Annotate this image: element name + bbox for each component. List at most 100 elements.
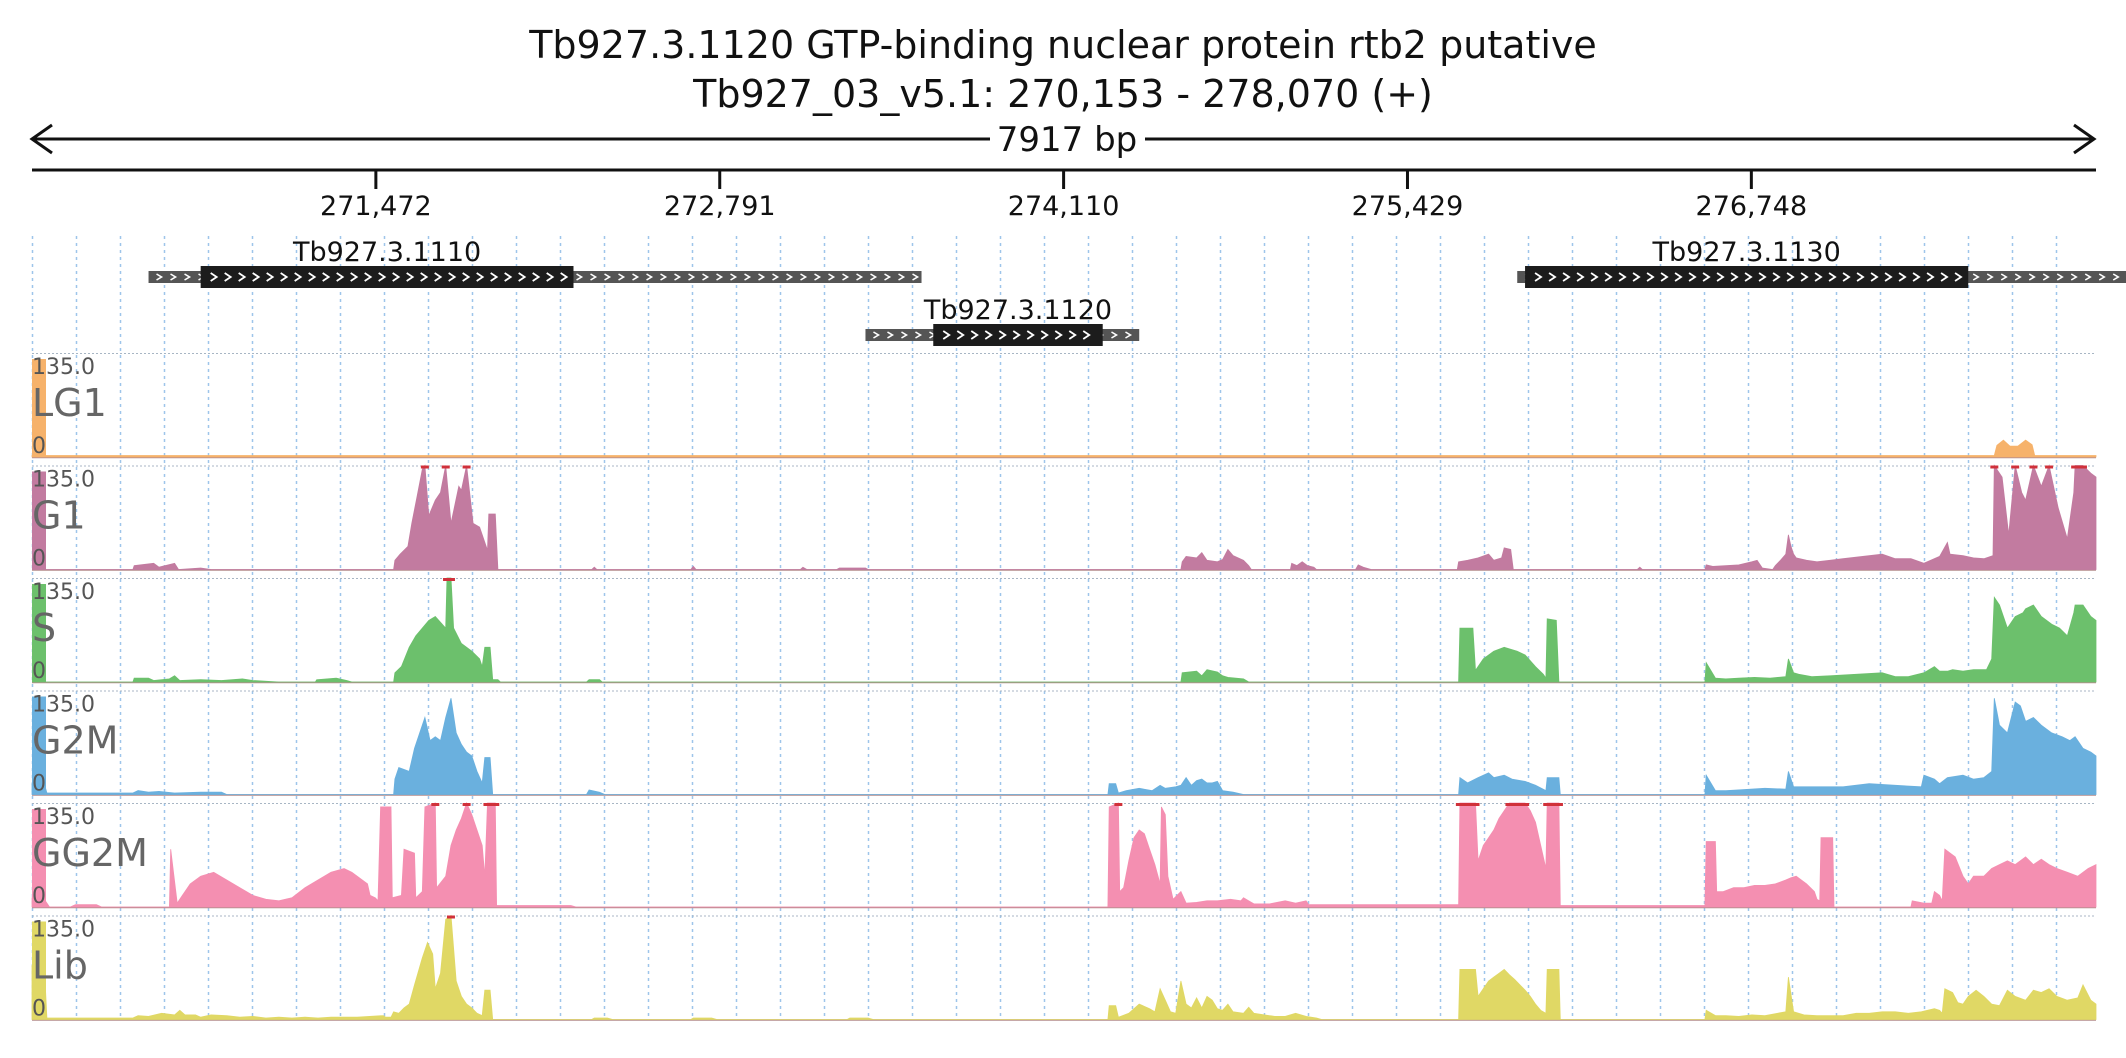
clip-marker: [446, 915, 455, 919]
clip-marker: [462, 465, 471, 469]
strand-arrow-icon: [1898, 272, 1907, 282]
track-min-label: 0: [32, 997, 46, 1022]
ruler-tick-label: 276,748: [1696, 191, 1808, 222]
gene-cds-bar: [200, 266, 574, 288]
strand-arrow-icon: [915, 331, 923, 339]
strand-arrow-icon: [1758, 272, 1767, 282]
strand-arrow-icon: [1576, 272, 1585, 282]
clip-marker: [1543, 803, 1563, 806]
gene-feature[interactable]: Tb927.3.1110: [148, 237, 922, 288]
strand-arrow-icon: [1040, 330, 1049, 340]
strand-arrow-icon: [1856, 272, 1865, 282]
strand-arrow-icon: [873, 331, 881, 339]
strand-arrow-icon: [998, 330, 1007, 340]
coverage-area: [31, 801, 2097, 908]
strand-arrow-icon: [1730, 272, 1739, 282]
track-name: G2M: [32, 719, 118, 763]
track-color-swatch: [32, 584, 46, 682]
ruler-tick-label: 274,110: [1008, 191, 1120, 222]
strand-arrow-icon: [970, 330, 979, 340]
strand-arrow-icon: [420, 272, 429, 282]
strand-arrow-icon: [901, 331, 909, 339]
gene-track: Tb927.3.1110 Tb927.3.1130 Tb927.3.1120: [148, 237, 2126, 346]
strand-arrow-icon: [1972, 273, 1980, 281]
strand-arrow-icon: [1548, 272, 1557, 282]
strand-arrow-icon: [674, 273, 682, 281]
strand-arrow-icon: [546, 272, 555, 282]
strand-arrow-icon: [434, 272, 443, 282]
track-max-label: 135.0: [32, 355, 95, 380]
strand-arrow-icon: [1702, 272, 1711, 282]
strand-arrow-icon: [688, 273, 696, 281]
clip-marker: [1114, 803, 1123, 806]
track-max-label: 135.0: [32, 805, 95, 830]
strand-arrow-icon: [252, 272, 261, 282]
track-color-swatch: [32, 696, 46, 795]
strand-arrow-icon: [170, 273, 178, 281]
strand-arrow-icon: [350, 272, 359, 282]
strand-arrow-icon: [156, 273, 164, 281]
strand-arrow-icon: [2014, 273, 2022, 281]
clip-marker: [2045, 465, 2054, 469]
strand-arrow-icon: [2056, 273, 2064, 281]
clip-marker: [1505, 803, 1530, 806]
strand-arrow-icon: [406, 272, 415, 282]
track-min-label: 0: [32, 547, 46, 572]
strand-arrow-icon: [1632, 272, 1641, 282]
span-arrow-right: [2073, 123, 2097, 155]
strand-arrow-icon: [378, 272, 387, 282]
span-indicator: 7917 bp: [29, 120, 2097, 160]
strand-arrow-icon: [660, 273, 668, 281]
strand-arrow-icon: [294, 272, 303, 282]
clip-marker: [420, 465, 429, 469]
strand-arrow-icon: [730, 273, 738, 281]
strand-arrow-icon: [898, 273, 906, 281]
strand-arrow-icon: [2070, 273, 2078, 281]
ruler-ticks: 271,472 272,791 274,110 275,429 276,748: [320, 170, 1807, 222]
strand-arrow-icon: [308, 272, 317, 282]
strand-arrow-icon: [2084, 273, 2092, 281]
strand-arrow-icon: [2098, 273, 2106, 281]
strand-arrow-icon: [1026, 330, 1035, 340]
track-name: GG2M: [32, 831, 148, 875]
strand-arrow-icon: [1912, 272, 1921, 282]
strand-arrow-icon: [238, 272, 247, 282]
strand-arrow-icon: [590, 273, 598, 281]
strand-arrow-icon: [210, 272, 219, 282]
strand-arrow-icon: [1111, 331, 1119, 339]
strand-arrow-icon: [280, 272, 289, 282]
coverage-area: [32, 577, 2097, 683]
strand-arrow-icon: [2042, 273, 2050, 281]
strand-arrow-icon: [392, 272, 401, 282]
strand-arrow-icon: [2112, 273, 2120, 281]
track-name: S: [32, 606, 56, 650]
strand-arrow-icon: [744, 273, 752, 281]
strand-arrow-icon: [1814, 272, 1823, 282]
coverage-area: [32, 464, 2097, 570]
strand-arrow-icon: [1884, 272, 1893, 282]
clip-marker: [2071, 465, 2087, 469]
clip-marker: [1455, 803, 1480, 806]
coverage-area: [31, 698, 2097, 795]
strand-arrow-icon: [758, 273, 766, 281]
strand-arrow-icon: [912, 273, 920, 281]
strand-arrow-icon: [956, 330, 965, 340]
span-label: 7917 bp: [997, 120, 1138, 160]
strand-arrow-icon: [2000, 273, 2008, 281]
gene-feature[interactable]: Tb927.3.1120: [865, 295, 1140, 346]
strand-arrow-icon: [576, 273, 584, 281]
strand-arrow-icon: [1068, 330, 1077, 340]
strand-arrow-icon: [1646, 272, 1655, 282]
strand-arrow-icon: [1590, 272, 1599, 282]
strand-arrow-icon: [604, 273, 612, 281]
clip-marker: [443, 578, 455, 581]
chart-title: Tb927.3.1120 GTP-binding nuclear protein…: [528, 23, 1597, 67]
gene-feature[interactable]: Tb927.3.1130: [1517, 237, 2126, 288]
track-s: 135.0S 0: [32, 577, 2097, 684]
track-min-label: 0: [32, 434, 46, 459]
coverage-area: [31, 914, 2097, 1020]
strand-arrow-icon: [842, 273, 850, 281]
